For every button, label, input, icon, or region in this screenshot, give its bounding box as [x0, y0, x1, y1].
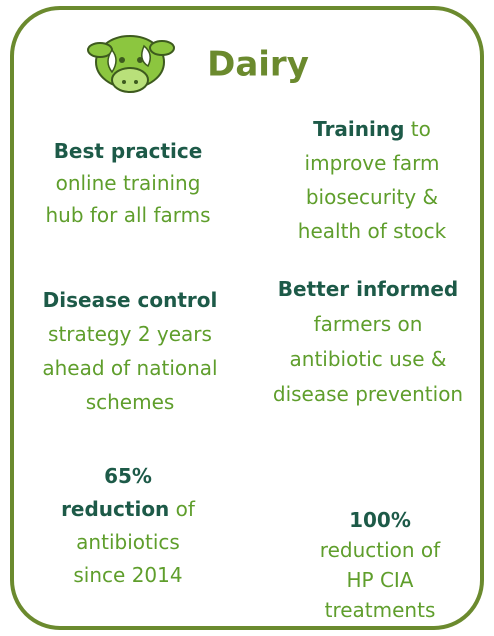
text: reduction of [320, 538, 441, 562]
bold-text: 65% [104, 464, 152, 488]
item-line: 65% [104, 464, 152, 488]
item-line: disease prevention [273, 382, 463, 406]
item-line: improve farm [305, 151, 440, 175]
text: hub for all farms [45, 203, 210, 227]
text: strategy 2 years [48, 322, 212, 346]
item-line: HP CIA [346, 568, 413, 592]
item-line: reduction of [61, 497, 196, 521]
text: schemes [86, 390, 175, 414]
item-line: strategy 2 years [48, 322, 212, 346]
item-line: health of stock [298, 219, 447, 243]
text: of [169, 497, 196, 521]
title: Dairy [207, 45, 309, 85]
text: improve farm [305, 151, 440, 175]
text: health of stock [298, 219, 447, 243]
text: antibiotic use & [290, 347, 447, 371]
text: to [404, 117, 430, 141]
text: disease prevention [273, 382, 463, 406]
text: ahead of national [42, 356, 217, 380]
bold-text: Training [313, 117, 404, 141]
item-line: schemes [86, 390, 175, 414]
bold-text: Best practice [54, 139, 203, 163]
item-line: biosecurity & [306, 185, 438, 209]
item-line: antibiotic use & [290, 347, 447, 371]
card-border [10, 6, 484, 630]
item-line: Best practice [54, 139, 203, 163]
item-line: since 2014 [73, 563, 182, 587]
text: biosecurity & [306, 185, 438, 209]
cow-icon [87, 35, 175, 93]
text: antibiotics [76, 530, 180, 554]
item-line: Disease control [43, 288, 218, 312]
item-line: treatments [325, 598, 436, 622]
text: HP CIA [346, 568, 413, 592]
item-line: Better informed [278, 277, 458, 301]
bold-text: reduction [61, 497, 169, 521]
text: treatments [325, 598, 436, 622]
text: online training [56, 171, 201, 195]
item-line: hub for all farms [45, 203, 210, 227]
item-line: ahead of national [42, 356, 217, 380]
item-line: 100% [349, 508, 411, 532]
item-line: farmers on [314, 312, 423, 336]
item-line: reduction of [320, 538, 441, 562]
text: farmers on [314, 312, 423, 336]
item-line: antibiotics [76, 530, 180, 554]
text: since 2014 [73, 563, 182, 587]
bold-text: 100% [349, 508, 411, 532]
item-line: online training [56, 171, 201, 195]
bold-text: Disease control [43, 288, 218, 312]
bold-text: Better informed [278, 277, 458, 301]
item-line: Training to [313, 117, 431, 141]
